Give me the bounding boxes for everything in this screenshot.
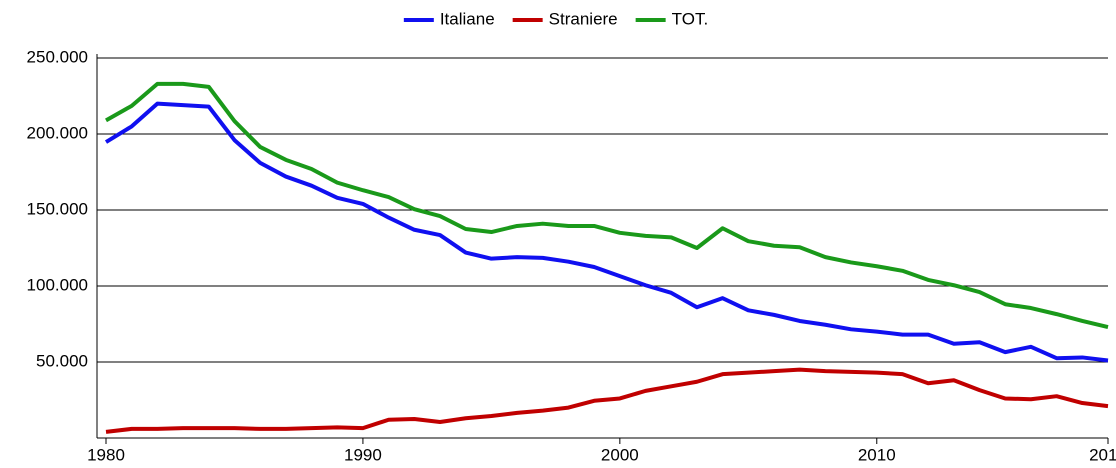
legend-label: TOT.: [672, 9, 709, 28]
y-tick-label: 150.000: [27, 199, 88, 218]
x-tick-label: 2010: [858, 445, 896, 464]
x-tick-label: 2000: [601, 445, 639, 464]
series-line: [105, 367, 1109, 434]
y-tick-label: 250.000: [27, 47, 88, 66]
legend-label: Italiane: [440, 9, 495, 28]
y-tick-label: 200.000: [27, 123, 88, 142]
legend-label: Straniere: [549, 9, 618, 28]
series-line: [105, 81, 1109, 329]
series-line: [104, 101, 1109, 363]
y-tick-label: 100.000: [27, 275, 88, 294]
y-tick-label: 50.000: [36, 351, 88, 370]
x-tick-label: 2019: [1089, 445, 1116, 464]
x-tick-label: 1990: [344, 445, 382, 464]
x-tick-label: 1980: [87, 445, 125, 464]
